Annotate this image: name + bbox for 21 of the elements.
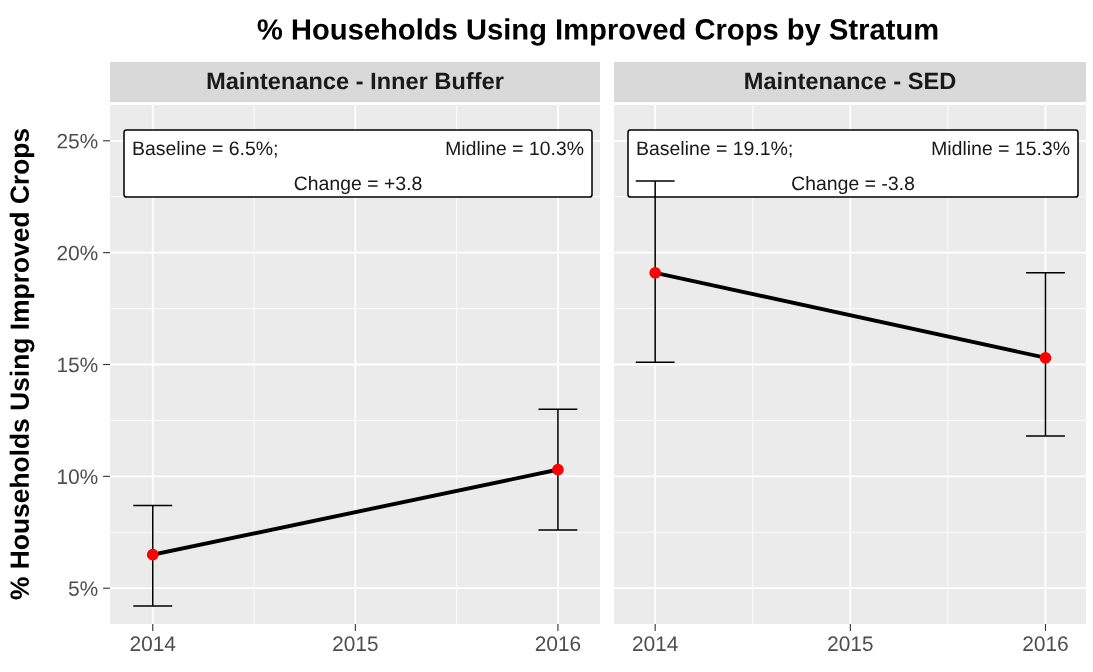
annotation: Change = -3.8 [792, 175, 915, 195]
y-tick-label: 20% [57, 245, 98, 261]
chart-subtitle: % Households Using Improved Crops by Stratum [257, 18, 938, 46]
annotation: Baseline = 6.5%; [133, 140, 277, 158]
x-tick-label: 2014 [633, 636, 678, 652]
y-tick-label: 25% [57, 133, 98, 149]
chart-title: Maintenance - Inner Buffer [207, 72, 504, 90]
y-tick-label: 10% [58, 469, 98, 485]
y-axis-title: % Households Using Improved Crops [9, 129, 35, 600]
y-tick-label: 15% [58, 357, 98, 373]
x-tick-label: 2014 [130, 636, 176, 652]
x-tick-label: 2015 [828, 636, 873, 652]
annotation: Baseline = 19.1%; [637, 140, 792, 158]
x-tick-label: 2016 [1023, 636, 1068, 652]
chart-title: Maintenance - SED [745, 72, 956, 90]
annotation: Change = +3.8 [294, 175, 422, 195]
y-tick-label: 5% [68, 581, 98, 596]
annotation: Midline = 10.3% [446, 140, 584, 156]
annotation: Midline = 15.3% [932, 140, 1070, 156]
x-tick-label: 2015 [333, 636, 378, 652]
x-tick-label: 2016 [535, 636, 581, 652]
